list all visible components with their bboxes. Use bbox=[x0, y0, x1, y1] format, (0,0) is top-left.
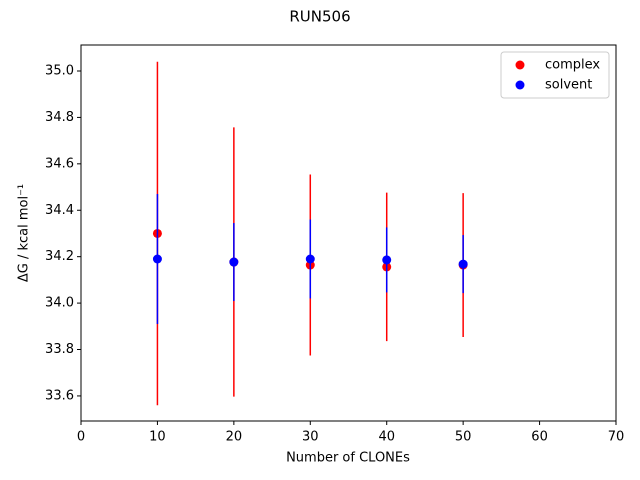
y-tick-label: 34.8 bbox=[45, 110, 74, 125]
point bbox=[229, 257, 239, 267]
legend-box bbox=[500, 51, 610, 99]
x-tick-label: 70 bbox=[608, 430, 625, 445]
legend-marker bbox=[515, 80, 525, 90]
x-tick-label: 0 bbox=[77, 430, 85, 445]
y-tick-label: 34.6 bbox=[45, 156, 74, 171]
x-axis-label: Number of CLONEs bbox=[286, 451, 410, 466]
x-tick-label: 10 bbox=[149, 430, 166, 445]
x-tick-label: 40 bbox=[378, 430, 395, 445]
point bbox=[305, 254, 315, 264]
x-tick-label: 30 bbox=[302, 430, 319, 445]
legend-marker bbox=[515, 60, 525, 70]
y-tick-label: 33.6 bbox=[45, 388, 74, 403]
chart-title: RUN506 bbox=[289, 8, 350, 26]
legend-label: solvent bbox=[545, 78, 592, 93]
point bbox=[458, 259, 468, 269]
y-tick-label: 35.0 bbox=[45, 63, 74, 78]
y-tick-label: 34.4 bbox=[45, 203, 74, 218]
y-tick-label: 33.8 bbox=[45, 342, 74, 357]
plot-frame bbox=[80, 44, 617, 422]
y-axis-label: ΔG / kcal mol⁻¹ bbox=[17, 184, 32, 282]
legend-label: complex bbox=[545, 58, 600, 73]
y-tick-label: 34.2 bbox=[45, 249, 74, 264]
point bbox=[152, 254, 162, 264]
x-tick-label: 60 bbox=[531, 430, 548, 445]
x-tick-label: 50 bbox=[455, 430, 472, 445]
point bbox=[382, 255, 392, 265]
y-tick-label: 34.0 bbox=[45, 296, 74, 311]
x-tick-label: 20 bbox=[226, 430, 243, 445]
